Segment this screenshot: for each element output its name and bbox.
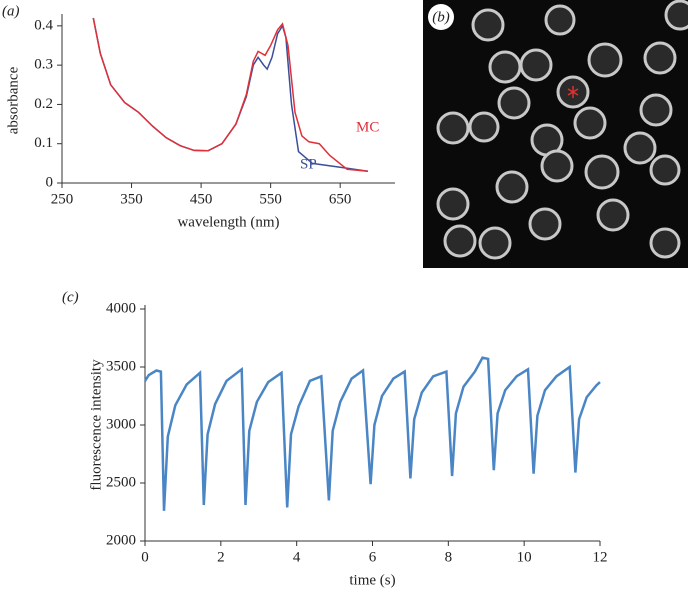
y-tick-label: 4000 [106,300,136,316]
y-tick-label: 3500 [106,358,136,374]
data-line [92,17,369,172]
x-tick-label: 2 [217,549,225,565]
x-tick-label: 10 [517,549,532,565]
x-axis-label: time (s) [349,572,395,588]
y-axis-label: fluorescence intensity [88,359,104,491]
data-line [92,17,369,172]
panel-label: (b) [432,9,450,25]
x-tick-label: 650 [329,191,352,207]
series-label: SP [300,156,317,172]
micrograph: (b) [423,0,688,268]
x-tick-label: 0 [141,549,149,565]
label-badge [428,4,454,30]
x-tick-label: 350 [120,191,143,207]
marker-star [567,86,579,98]
panel-label: (a) [2,3,20,19]
x-tick-label: 550 [259,191,282,207]
series-label: MC [356,119,379,135]
y-tick-label: 0.3 [34,57,53,73]
cells [436,0,688,260]
panel-label: (c) [62,289,79,305]
x-tick-label: 4 [293,549,301,565]
x-tick-label: 450 [190,191,213,207]
x-tick-label: 12 [593,549,608,565]
x-axis-label: wavelength (nm) [177,214,279,230]
y-tick-label: 0.1 [34,135,53,151]
y-tick-label: 0.4 [34,17,53,33]
y-tick-label: 0.2 [34,96,53,112]
y-tick-label: 0 [46,174,54,190]
y-tick-label: 2500 [106,474,136,490]
data-line [143,356,601,511]
y-tick-label: 2000 [106,532,136,548]
y-tick-label: 3000 [106,416,136,432]
x-tick-label: 6 [369,549,377,565]
x-tick-label: 8 [445,549,453,565]
y-axis-label: absorbance [5,66,21,134]
x-tick-label: 250 [51,191,74,207]
